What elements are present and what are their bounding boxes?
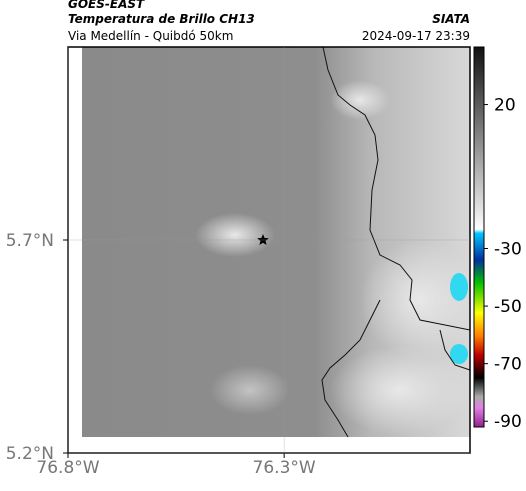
colorbar-tick-label: -30	[494, 240, 522, 260]
y-tick-label: 5.2°N	[6, 444, 54, 464]
colorbar-tick-label: 20	[494, 96, 516, 116]
colorbar-tick-label: -50	[494, 297, 522, 317]
location: Via Medellín - Quibdó 50km	[68, 29, 233, 43]
colorbar	[473, 46, 485, 428]
colorbar-tick-label: -70	[494, 355, 522, 375]
satellite-image	[82, 47, 480, 437]
subtitle: Temperatura de Brillo CH13	[68, 12, 255, 26]
x-tick-label: 76.8°W	[36, 458, 99, 478]
location-marker	[257, 234, 269, 245]
title: GOES-EAST	[68, 0, 145, 11]
x-tick-label: 76.3°W	[253, 458, 316, 478]
colorbar-tick-label: -90	[494, 412, 522, 432]
source: SIATA	[432, 12, 470, 26]
y-tick-label: 5.7°N	[6, 231, 54, 251]
borders	[321, 46, 471, 438]
datetime: 2024-09-17 23:39	[362, 29, 470, 43]
